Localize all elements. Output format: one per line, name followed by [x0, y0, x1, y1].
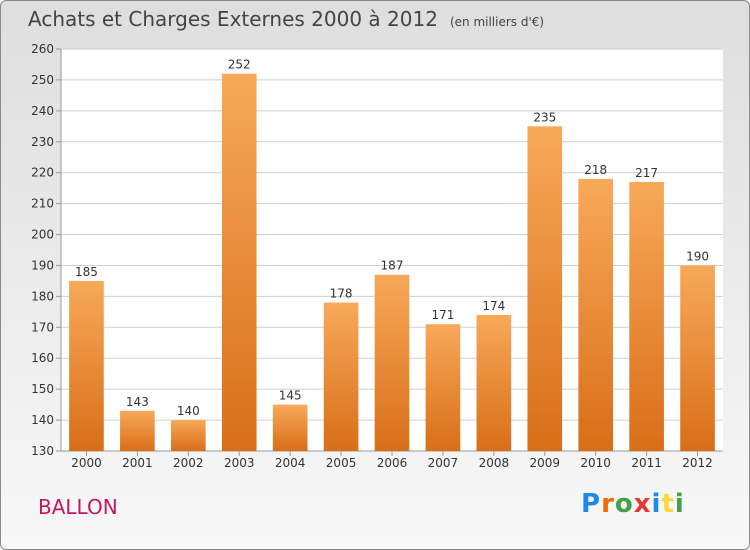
x-tick-label: 2009	[529, 456, 560, 470]
bar-value-label: 171	[431, 308, 454, 322]
bar	[272, 404, 308, 451]
y-tick-label: 230	[31, 135, 54, 149]
bar-value-label: 218	[584, 163, 607, 177]
bar	[221, 73, 257, 451]
bar-value-label: 217	[635, 166, 658, 180]
bar	[170, 420, 206, 451]
bar	[578, 178, 614, 451]
x-tick-label: 2002	[173, 456, 204, 470]
y-tick-label: 210	[31, 197, 54, 211]
y-tick-label: 260	[31, 42, 54, 56]
bar	[120, 410, 155, 451]
proxiti-logo: Proxiti	[581, 489, 685, 519]
chart-subtitle: (en milliers d'€)	[449, 15, 545, 29]
chart-title: Achats et Charges Externes 2000 à 2012 (e…	[28, 7, 544, 31]
y-tick-label: 240	[31, 104, 54, 118]
bar	[323, 302, 359, 451]
y-tick-label: 170	[31, 320, 54, 334]
bar	[69, 280, 104, 451]
bar-value-label: 174	[482, 299, 505, 313]
logo-letter: x	[633, 489, 652, 519]
y-tick-label: 140	[31, 413, 54, 427]
place-name: BALLON	[38, 495, 118, 519]
bar-value-label: 187	[381, 259, 404, 273]
y-tick-label: 190	[31, 258, 54, 272]
bar	[476, 314, 512, 451]
logo-letter: r	[601, 489, 615, 519]
y-tick-label: 250	[31, 73, 54, 87]
x-tick-label: 2010	[580, 456, 611, 470]
y-tick-label: 220	[31, 166, 54, 180]
bar-value-label: 252	[228, 58, 251, 72]
x-tick-label: 2008	[479, 456, 510, 470]
x-tick-label: 2012	[682, 456, 713, 470]
bar-value-label: 178	[330, 287, 353, 301]
y-tick-label: 150	[31, 382, 54, 396]
bar	[425, 324, 461, 451]
logo-letter: i	[651, 489, 662, 519]
x-tick-label: 2001	[122, 456, 153, 470]
x-tick-label: 2000	[71, 456, 102, 470]
y-tick-label: 130	[31, 444, 54, 458]
x-tick-label: 2003	[224, 456, 255, 470]
chart-title-text: Achats et Charges Externes 2000 à 2012	[28, 7, 438, 31]
bar	[374, 274, 410, 451]
bar-value-label: 145	[279, 389, 302, 403]
logo-letter: i	[674, 489, 685, 519]
x-tick-label: 2011	[631, 456, 662, 470]
y-tick-label: 160	[31, 351, 54, 365]
x-tick-label: 2004	[275, 456, 306, 470]
bar	[527, 126, 563, 452]
y-tick-label: 200	[31, 228, 54, 242]
bar-value-label: 235	[533, 110, 556, 124]
logo-letter: o	[614, 489, 634, 519]
bar-value-label: 143	[126, 395, 149, 409]
logo-letter: P	[581, 489, 602, 519]
bar-value-label: 190	[686, 249, 709, 263]
bar	[680, 265, 715, 451]
bar-value-label: 140	[177, 404, 200, 418]
y-tick-label: 180	[31, 289, 54, 303]
bar-value-label: 185	[75, 265, 98, 279]
x-tick-label: 2005	[326, 456, 357, 470]
x-tick-label: 2006	[377, 456, 408, 470]
logo-letter: t	[661, 489, 675, 519]
x-tick-label: 2007	[428, 456, 459, 470]
bar	[629, 181, 664, 451]
